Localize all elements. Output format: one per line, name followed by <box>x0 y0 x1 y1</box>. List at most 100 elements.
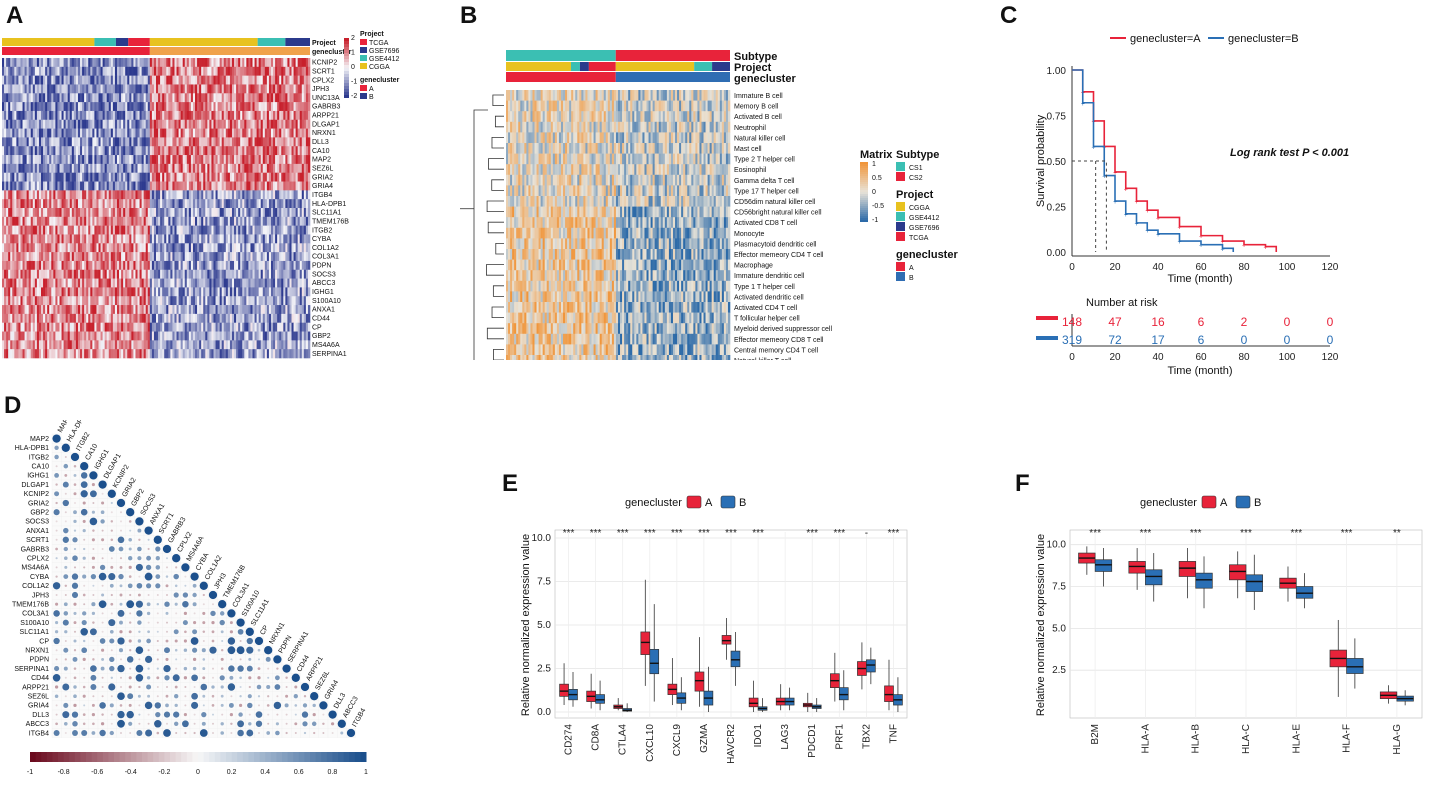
heatmap-a-cell <box>229 58 233 68</box>
heatmap-a-cell <box>141 93 144 103</box>
heatmap-a-cell <box>291 146 294 156</box>
heatmap-a-cell <box>57 66 60 76</box>
heatmap-a-cell <box>156 119 159 129</box>
heatmap-a-cell <box>2 146 5 156</box>
heatmap-a-cell <box>254 216 257 226</box>
heatmap-a-cell <box>244 119 247 129</box>
heatmap-a-cell <box>248 75 251 85</box>
heatmap-a-cell <box>145 181 149 191</box>
heatmap-a-cell <box>287 216 290 226</box>
heatmap-a-cell <box>24 234 27 244</box>
heatmap-a-cell <box>75 66 79 76</box>
heatmap-a-cell <box>139 322 142 332</box>
heatmap-a-cell <box>149 181 153 191</box>
heatmap-a-cell <box>43 102 46 112</box>
heatmap-a-cell <box>195 216 198 226</box>
heatmap-a-cell <box>190 252 194 262</box>
heatmap-a-cell <box>139 234 142 244</box>
heatmap-a-cell <box>139 225 142 235</box>
heatmap-a-cell <box>281 199 284 209</box>
heatmap-a-cell <box>301 155 305 165</box>
heatmap-a-cell <box>236 243 239 253</box>
heatmap-a-cell <box>2 269 5 279</box>
heatmap-a-cell <box>18 137 21 147</box>
heatmap-a-cell <box>53 155 56 165</box>
heatmap-a-cell <box>59 269 62 279</box>
heatmap-a-cell <box>250 340 253 350</box>
heatmap-a-cell <box>110 155 114 165</box>
heatmap-a-cell <box>264 102 268 112</box>
heatmap-a-cell <box>149 199 153 209</box>
heatmap-a-cell <box>260 216 264 226</box>
heatmap-a-cell <box>8 322 11 332</box>
heatmap-a-cell <box>262 199 266 209</box>
heatmap-a-cell <box>102 340 105 350</box>
heatmap-a-cell <box>176 58 179 68</box>
heatmap-a-cell <box>12 252 15 262</box>
heatmap-a-cell <box>149 216 153 226</box>
heatmap-a-cell <box>236 296 239 306</box>
heatmap-a-cell <box>166 58 169 68</box>
heatmap-a-cell <box>227 58 231 68</box>
heatmap-a-cell <box>153 278 157 288</box>
heatmap-a-cell <box>59 199 62 209</box>
heatmap-a-cell <box>106 128 110 138</box>
heatmap-a-cell <box>244 102 247 112</box>
heatmap-a-cell <box>135 102 138 112</box>
heatmap-a-cell <box>28 137 32 147</box>
heatmap-a-cell <box>236 155 239 165</box>
heatmap-a-cell <box>254 278 257 288</box>
heatmap-a-cell <box>18 331 21 341</box>
heatmap-a-cell <box>303 58 307 68</box>
heatmap-a-cell <box>49 84 52 94</box>
heatmap-a-cell <box>137 119 140 129</box>
heatmap-a-cell <box>67 243 71 253</box>
heatmap-a-cell <box>71 128 75 138</box>
heatmap-a-cell <box>227 84 231 94</box>
heatmap-a-cell <box>61 243 64 253</box>
heatmap-a-cell <box>291 340 294 350</box>
heatmap-a-cell <box>137 260 140 271</box>
heatmap-a-cell <box>84 181 87 191</box>
heatmap-a-cell <box>256 66 259 76</box>
heatmap-a-cell <box>96 137 99 147</box>
heatmap-a-cell <box>268 313 272 324</box>
heatmap-a-cell <box>244 172 247 182</box>
heatmap-a-cell <box>207 110 210 121</box>
heatmap-a-cell <box>110 322 114 332</box>
heatmap-a-cell <box>59 234 62 244</box>
heatmap-a-gene-label: CA10 <box>312 148 330 155</box>
heatmap-a-cell <box>307 216 311 226</box>
heatmap-a-cell <box>92 163 95 174</box>
heatmap-a-cell <box>305 84 309 94</box>
heatmap-a-cell <box>119 313 122 324</box>
heatmap-a-cell <box>18 75 21 85</box>
heatmap-a-cell <box>102 252 105 262</box>
heatmap-a-cell <box>49 305 52 315</box>
heatmap-a-cell <box>299 322 303 332</box>
heatmap-a-cell <box>47 84 50 94</box>
heatmap-a-cell <box>297 225 301 235</box>
heatmap-a-cell <box>151 234 155 244</box>
heatmap-a-cell <box>287 181 290 191</box>
heatmap-a-cell <box>96 322 99 332</box>
heatmap-a-cell <box>12 234 15 244</box>
heatmap-a-cell <box>114 119 118 129</box>
heatmap-a-cell <box>80 128 83 138</box>
heatmap-a-cell <box>143 269 147 279</box>
heatmap-a-cell <box>184 252 188 262</box>
heatmap-a-cell <box>273 93 276 103</box>
heatmap-a-cell <box>209 260 212 271</box>
heatmap-a-cell <box>127 269 130 279</box>
heatmap-a-cell <box>22 181 25 191</box>
heatmap-a-cell <box>8 181 11 191</box>
heatmap-a-cell <box>275 58 278 68</box>
heatmap-a-cell <box>123 119 126 129</box>
heatmap-a-cell <box>145 269 149 279</box>
heatmap-a-cell <box>273 331 276 341</box>
heatmap-a-cell <box>69 181 73 191</box>
heatmap-a-cell <box>61 287 64 297</box>
heatmap-a-cell <box>215 181 218 191</box>
heatmap-a-cell <box>73 340 77 350</box>
heatmap-a-cell <box>238 296 241 306</box>
